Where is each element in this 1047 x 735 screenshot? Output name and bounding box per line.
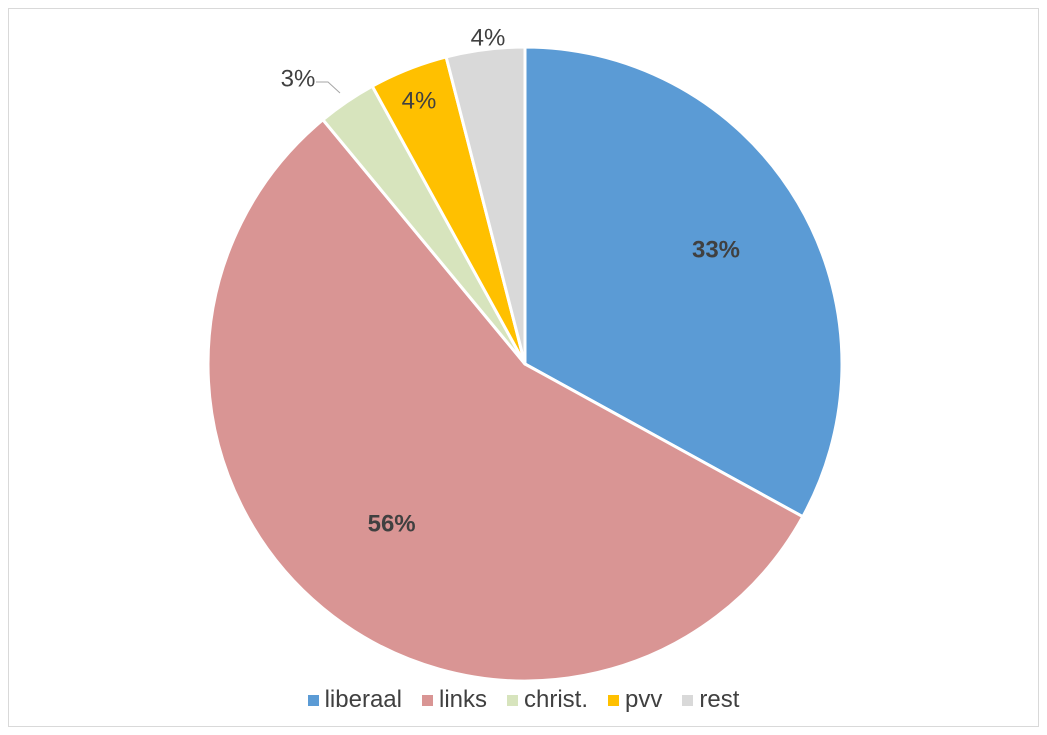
pie-slice-liberaal — [523, 45, 844, 519]
pie-slices — [206, 45, 844, 683]
legend-label: links — [438, 686, 487, 713]
legend-item-rest: rest — [682, 686, 739, 714]
legend-label: christ. — [524, 686, 589, 713]
pie-slice-links — [206, 118, 805, 683]
pie-slice-rest — [444, 45, 527, 366]
legend-label: liberaal — [324, 686, 402, 713]
data-label-christ: 3% — [281, 65, 316, 92]
pie-data-labels: 33% 56% 3% 4% 4% — [281, 24, 740, 537]
legend-item-links: links — [421, 686, 487, 714]
leader-line-christ — [316, 81, 341, 94]
data-label-pvv: 4% — [402, 87, 437, 114]
chart-legend: liberaal links christ. pvv rest — [0, 686, 1047, 714]
legend-swatch — [507, 694, 518, 706]
legend-swatch — [307, 694, 319, 706]
legend-item-pvv: pvv — [608, 686, 662, 714]
legend-swatch — [421, 694, 433, 706]
legend-item-liberaal: liberaal — [307, 686, 402, 714]
data-label-rest: 4% — [471, 24, 506, 51]
legend-label: rest — [699, 686, 740, 713]
legend-swatch — [608, 694, 620, 706]
legend-item-christ: christ. — [507, 686, 588, 714]
legend-swatch — [682, 694, 694, 706]
data-label-liberaal: 33% — [692, 236, 740, 263]
data-label-links: 56% — [368, 511, 416, 538]
legend-label: pvv — [625, 686, 663, 713]
